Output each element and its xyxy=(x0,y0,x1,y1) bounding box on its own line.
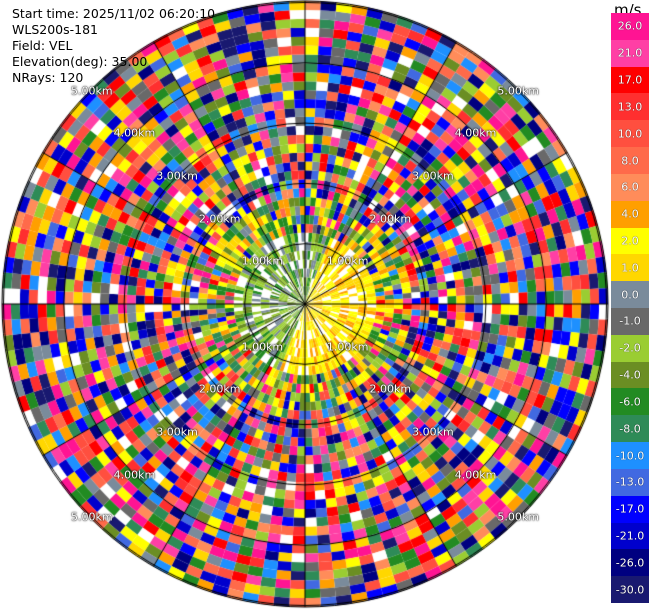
range-ring-label: 2.00km xyxy=(198,382,241,396)
colorbar-tick-label: -6.0 xyxy=(619,395,641,409)
nrays-label: NRays: 120 xyxy=(12,70,84,85)
range-ring-label: 4.00km xyxy=(113,468,156,482)
colorbar-segment xyxy=(611,442,649,470)
colorbar-tick-label: -17.0 xyxy=(615,502,645,516)
colorbar-tick-label: 6.0 xyxy=(621,180,639,194)
colorbar-segment xyxy=(611,173,649,202)
colorbar-tick-label: 2.0 xyxy=(621,234,639,248)
range-ring-label: 2.00km xyxy=(369,212,412,226)
range-ring-label: 3.00km xyxy=(412,425,454,439)
range-ring-label: 5.00km xyxy=(497,510,539,524)
colorbar-tick-label: -8.0 xyxy=(619,422,641,436)
range-ring-label: 3.00km xyxy=(156,169,198,183)
range-ring-label: 4.00km xyxy=(454,468,497,482)
colorbar-tick-label: -2.0 xyxy=(619,341,641,355)
range-ring-label: 5.00km xyxy=(497,84,539,98)
colorbar-tick-label: 10.0 xyxy=(617,127,643,141)
colorbar-segment xyxy=(611,549,649,577)
range-ring-label: 1.00km xyxy=(241,340,284,354)
range-ring-label: 5.00km xyxy=(71,84,113,98)
colorbar-segment xyxy=(611,361,649,389)
range-ring-label: 2.00km xyxy=(369,382,412,396)
colorbar-segment xyxy=(611,200,649,229)
colorbar-segment xyxy=(611,334,649,363)
colorbar-segment xyxy=(611,468,649,497)
range-ring-label: 2.00km xyxy=(198,212,241,226)
colorbar-tick-label: -26.0 xyxy=(615,556,645,570)
colorbar-segment xyxy=(611,147,649,175)
colorbar-tick-label: -13.0 xyxy=(615,475,645,489)
colorbar-tick-label: 1.0 xyxy=(621,261,639,275)
range-ring-label: 4.00km xyxy=(113,126,156,140)
colorbar-tick-label: 8.0 xyxy=(621,154,639,167)
start-time-label: Start time: 2025/11/02 06:20:10 xyxy=(12,6,216,21)
colorbar-segment xyxy=(611,522,649,550)
range-ring-label: 1.00km xyxy=(241,254,284,268)
range-ring-label: 5.00km xyxy=(71,510,113,524)
colorbar-tick-label: 4.0 xyxy=(621,207,639,221)
colorbar-segment xyxy=(611,576,649,604)
colorbar-segment xyxy=(611,495,649,524)
colorbar-tick-label: -1.0 xyxy=(619,314,641,328)
colorbar-segment xyxy=(611,308,649,336)
colorbar-segment xyxy=(611,281,649,309)
colorbar-tick-label: -21.0 xyxy=(615,529,645,543)
elevation-label: Elevation(deg): 35.00 xyxy=(12,54,148,69)
field-label: Field: VEL xyxy=(12,38,73,53)
colorbar-tick-label: 26.0 xyxy=(617,19,643,33)
colorbar-segment xyxy=(611,13,649,41)
range-ring-label: 1.00km xyxy=(326,340,369,354)
range-ring-label: 1.00km xyxy=(326,254,369,268)
colorbar-tick-label: -30.0 xyxy=(615,583,645,597)
colorbar-tick-label: -10.0 xyxy=(615,449,645,462)
colorbar-tick-label: -4.0 xyxy=(619,368,641,382)
range-ring-label: 3.00km xyxy=(156,425,198,439)
colorbar-tick-label: 13.0 xyxy=(617,100,643,114)
range-ring-label: 4.00km xyxy=(454,126,497,140)
colorbar-segment xyxy=(611,415,649,443)
colorbar-segment xyxy=(611,227,649,255)
colorbar-tick-label: 0.0 xyxy=(621,288,639,302)
colorbar-segment xyxy=(611,93,649,121)
colorbar-tick-label: 21.0 xyxy=(617,46,643,60)
colorbar-segment xyxy=(611,120,649,148)
colorbar-segment xyxy=(611,254,649,282)
colorbar-tick-label: 17.0 xyxy=(617,73,643,87)
colorbar-segment xyxy=(611,39,649,68)
colorbar-segment xyxy=(611,66,649,94)
colorbar-segment xyxy=(611,388,649,416)
range-ring-label: 3.00km xyxy=(412,169,454,183)
colorbar: 26.0 21.0 17.0 13.0 10.0 8.0 6.0 4.0 2.0 1.0 0.0 -1… xyxy=(611,13,649,604)
site-label: WLS200s-181 xyxy=(12,22,98,37)
